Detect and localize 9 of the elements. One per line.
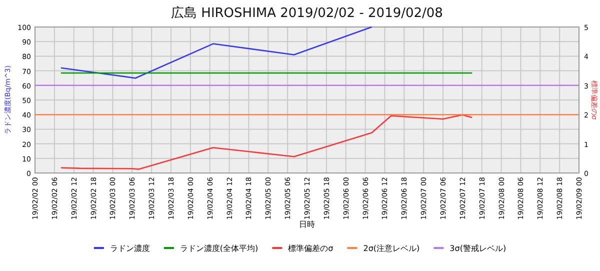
line-series	[60, 26, 372, 79]
legend-label: 標準偏差のσ	[288, 244, 334, 253]
chart-title: 広島 HIROSHIMA 2019/02/02 - 2019/02/08	[171, 5, 443, 21]
legend-label: ラドン濃度	[110, 244, 150, 253]
legend-label: 2σ(注意レベル)	[363, 244, 420, 253]
line-series	[60, 114, 473, 170]
legend-label: 3σ(警戒レベル)	[450, 244, 506, 253]
legend-label: ラドン濃度(全体平均)	[180, 244, 258, 253]
x-axis-title: 日時	[299, 220, 315, 229]
